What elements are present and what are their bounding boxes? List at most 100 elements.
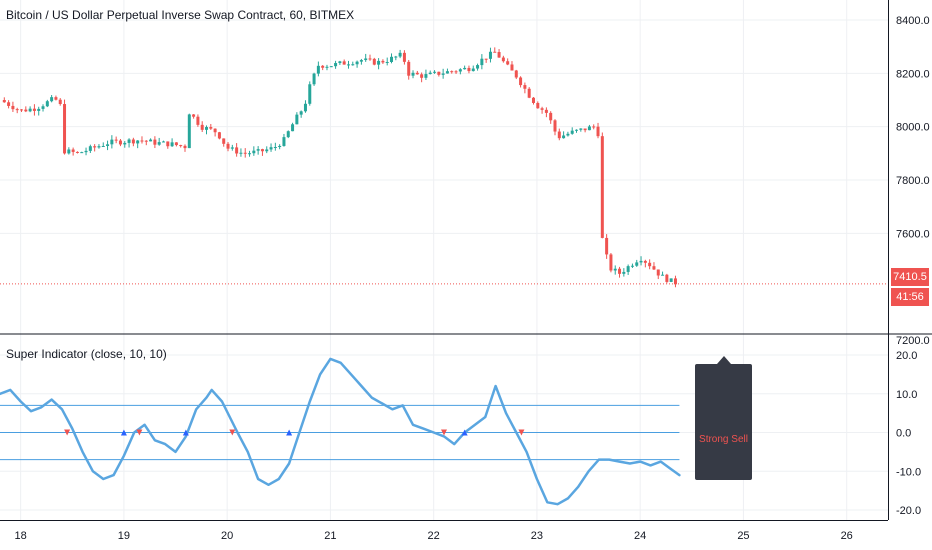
candle-body — [11, 105, 15, 110]
x-tick-label: 20 — [221, 530, 233, 542]
candle-body — [256, 149, 260, 151]
candle-body — [166, 141, 170, 147]
candle-body — [20, 109, 24, 111]
candle-body — [355, 61, 359, 65]
candle-body — [243, 152, 247, 154]
candle-body — [157, 142, 161, 145]
indicator-markers — [64, 429, 525, 436]
candle-body — [424, 74, 428, 78]
candle-body — [575, 129, 579, 131]
candle-body — [488, 51, 492, 59]
x-tick-label: 19 — [118, 530, 130, 542]
candle-body — [88, 146, 92, 151]
y-tick-label: 7600.0 — [896, 228, 930, 240]
sell-marker — [64, 429, 71, 436]
candle-body — [527, 88, 531, 98]
candle-body — [299, 111, 303, 115]
candle-body — [570, 130, 574, 134]
y-tick-label: 8200.0 — [896, 68, 930, 80]
candle-body — [635, 262, 639, 266]
candle-body — [2, 100, 6, 103]
candle-body — [123, 142, 127, 145]
buy-marker — [182, 429, 189, 436]
candle-body — [209, 127, 213, 129]
candle-body — [101, 145, 105, 147]
candle-body — [566, 133, 570, 136]
candle-body — [385, 61, 389, 63]
candle-body — [433, 71, 437, 73]
candle-body — [217, 132, 221, 139]
x-tick-label: 26 — [841, 530, 853, 542]
candle-body — [579, 128, 583, 130]
candle-body — [467, 67, 471, 72]
candle-body — [506, 61, 510, 65]
candle-body — [239, 152, 243, 154]
candle-body — [32, 108, 36, 111]
candle-body — [523, 85, 527, 89]
candle-body — [428, 72, 432, 75]
candle-body — [252, 150, 256, 154]
candle-body — [144, 140, 148, 142]
candle-body — [235, 147, 239, 154]
candle-body — [24, 109, 28, 112]
candle-body — [97, 146, 101, 148]
candle-body — [67, 149, 71, 154]
candle-body — [161, 141, 165, 143]
candle-body — [553, 120, 557, 132]
candle-body — [179, 145, 183, 147]
candle-body — [519, 77, 523, 86]
candle-body — [531, 97, 535, 103]
candle-body — [15, 109, 19, 111]
y-tick-label: 7800.0 — [896, 175, 930, 187]
y-tick-label: 7200.0 — [896, 335, 930, 347]
candle-body — [377, 60, 381, 65]
candle-body — [643, 260, 647, 263]
y-tick-label: 8400.0 — [896, 15, 930, 27]
candle-body — [80, 152, 84, 154]
candle-body — [282, 137, 286, 146]
candle-body — [93, 146, 97, 148]
candle-body — [174, 142, 178, 146]
candle-body — [291, 124, 295, 132]
candle-body — [381, 60, 385, 63]
candle-body — [549, 112, 553, 121]
candle-body — [140, 140, 144, 142]
signal-tooltip: Strong Sell — [695, 356, 752, 480]
candle-body — [269, 147, 273, 150]
candle-body — [200, 124, 204, 130]
candle-body — [230, 147, 234, 149]
sell-marker — [518, 429, 525, 436]
candle-body — [544, 109, 548, 113]
y-tick-label: 8000.0 — [896, 122, 930, 134]
candle-body — [415, 72, 419, 75]
candle-body — [170, 142, 174, 147]
candle-body — [540, 108, 544, 110]
x-tick-label: 18 — [15, 530, 27, 542]
candle-body — [321, 65, 325, 68]
candle-body — [557, 131, 561, 139]
candle-body — [420, 74, 424, 78]
candle-body — [136, 140, 140, 144]
signal-text: Strong Sell — [699, 434, 748, 445]
candle-body — [265, 149, 269, 152]
buy-marker — [120, 429, 127, 436]
candle-body — [454, 71, 458, 73]
candle-body — [390, 56, 394, 62]
candle-body — [484, 58, 488, 60]
x-tick-label: 23 — [531, 530, 543, 542]
candle-body — [605, 237, 609, 255]
candle-body — [665, 274, 669, 282]
indicator-tick-label: 0.0 — [896, 428, 911, 440]
candle-body — [303, 103, 307, 112]
candle-body — [183, 145, 187, 149]
indicator-title: Super Indicator (close, 10, 10) — [6, 347, 167, 361]
candle-body — [71, 149, 75, 152]
sell-marker — [229, 429, 236, 436]
indicator-line — [0, 357, 681, 506]
candlesticks — [0, 47, 888, 288]
candle-body — [411, 72, 415, 76]
candle-body — [41, 106, 45, 109]
indicator-tick-label: -20.0 — [896, 505, 921, 517]
